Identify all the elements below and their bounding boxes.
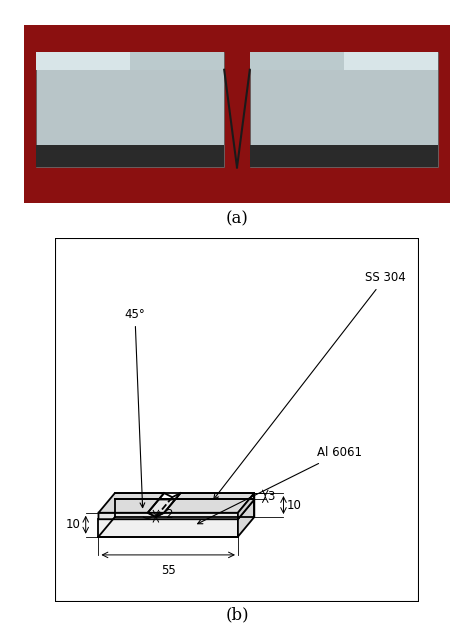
Polygon shape xyxy=(238,493,255,519)
Text: 2: 2 xyxy=(165,508,173,521)
Polygon shape xyxy=(164,493,255,513)
Text: Al 6061: Al 6061 xyxy=(198,446,362,524)
Polygon shape xyxy=(99,493,164,513)
Polygon shape xyxy=(55,238,419,602)
Text: 55: 55 xyxy=(161,564,175,577)
Polygon shape xyxy=(250,52,438,70)
Polygon shape xyxy=(99,519,238,536)
Polygon shape xyxy=(148,513,164,517)
Polygon shape xyxy=(130,52,224,70)
Polygon shape xyxy=(36,52,224,70)
Text: (a): (a) xyxy=(226,210,248,227)
Text: 3: 3 xyxy=(267,490,274,503)
Polygon shape xyxy=(24,25,450,203)
Polygon shape xyxy=(250,145,438,167)
Polygon shape xyxy=(250,52,344,70)
Text: 10: 10 xyxy=(287,498,302,512)
Polygon shape xyxy=(238,500,255,536)
Text: SS 304: SS 304 xyxy=(214,271,405,499)
Polygon shape xyxy=(250,52,438,167)
Polygon shape xyxy=(36,52,224,167)
Text: 10: 10 xyxy=(65,518,80,531)
Text: 45°: 45° xyxy=(125,308,146,508)
Polygon shape xyxy=(99,500,255,519)
Text: (b): (b) xyxy=(225,607,249,623)
Polygon shape xyxy=(99,513,238,519)
Polygon shape xyxy=(36,145,224,167)
